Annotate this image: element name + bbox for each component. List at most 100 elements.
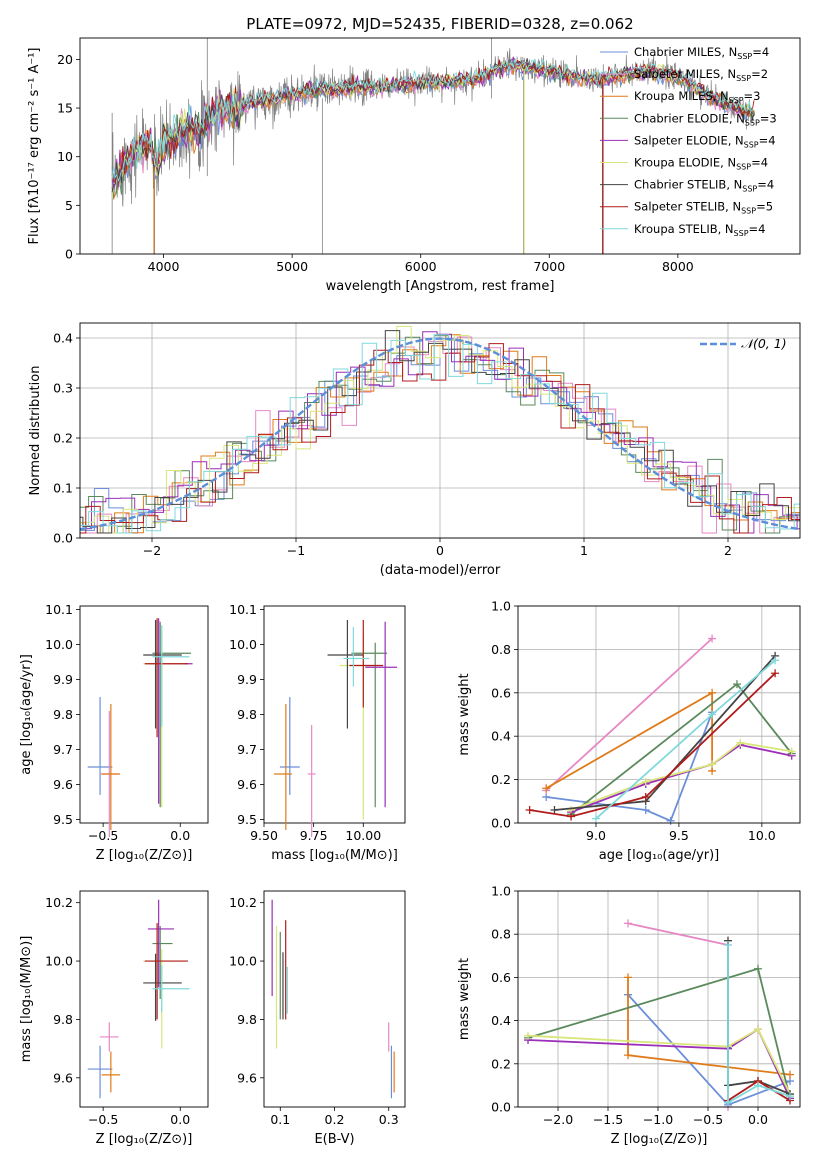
x-tick-label: 0.2 xyxy=(325,1112,345,1127)
histogram-step xyxy=(80,334,800,534)
weight-point-marker xyxy=(591,814,600,823)
axes-frame xyxy=(263,605,406,824)
mass-vs-Z-panel: −0.5 0.0 9.6 9.8 10.0 10.2 Z [log₁₀(Z/Z⊙)] mass… xyxy=(19,890,209,1147)
y-tick-label: 0.1 xyxy=(53,481,73,496)
x-tick-label: −0.5 xyxy=(693,1112,723,1127)
weight-point-marker xyxy=(732,680,741,689)
y-tick-label: 0.2 xyxy=(491,1056,511,1071)
y-tick-label: 10.0 xyxy=(229,954,257,969)
weight-point-marker xyxy=(567,812,576,821)
y-tick-label: 0.6 xyxy=(491,685,511,700)
weight-point-marker xyxy=(754,964,762,973)
weight-series-line xyxy=(627,922,729,1107)
x-tick-label: 7000 xyxy=(533,259,565,274)
legend-entry: Chabrier ELODIE, NSSP=3 xyxy=(634,111,777,127)
weight-point-marker xyxy=(786,1070,794,1079)
weight-point-marker xyxy=(754,1025,762,1034)
x-tick-label: 8000 xyxy=(662,259,694,274)
y-tick-label: 10 xyxy=(57,149,73,164)
y-tick-label: 9.6 xyxy=(53,1070,73,1085)
legend-subscript: SSP xyxy=(741,207,756,216)
y-tick-label: 10.2 xyxy=(229,895,257,910)
weight-point-marker xyxy=(708,688,717,697)
histogram-step xyxy=(80,330,800,534)
weight-point-marker xyxy=(641,805,650,814)
y-axis-label: mass weight xyxy=(457,958,472,1040)
y-tick-label: 10.1 xyxy=(229,602,257,617)
x-tick-label: −1.5 xyxy=(593,1112,623,1127)
x-tick-label: 9.0 xyxy=(586,828,606,843)
residuals-panel: −2 −1 0 1 2 0.0 0.1 0.2 0.3 0.4 (data-model)/error… xyxy=(28,322,801,578)
y-tick-label: 9.8 xyxy=(53,1012,73,1027)
x-axis-label: age [log₁₀(age/yr)] xyxy=(599,848,720,863)
x-axis-label: mass [log₁₀(M/M⊙)] xyxy=(271,848,398,863)
weight-point-marker xyxy=(708,710,717,719)
y-tick-label: 9.5 xyxy=(237,812,257,827)
y-axis-label: mass [log₁₀(M/M⊙)] xyxy=(19,936,34,1063)
y-tick-label: 0.6 xyxy=(491,970,511,985)
y-axis-label: Normed distribution xyxy=(28,366,43,496)
legend-entry: Kroupa STELIB, NSSP=4 xyxy=(634,222,765,238)
weight-point-marker xyxy=(666,816,675,825)
legend-subscript: SSP xyxy=(745,118,760,127)
y-tick-label: 0.0 xyxy=(53,531,73,546)
legend-nssp: =5 xyxy=(756,200,773,214)
model-spectrum-line xyxy=(111,58,755,183)
weight-point-marker xyxy=(708,634,717,643)
weight-series-line xyxy=(727,945,791,1105)
weight-point-marker xyxy=(754,1081,762,1090)
y-tick-label: 0.4 xyxy=(491,729,511,744)
legend-subscript: SSP xyxy=(742,185,757,194)
x-tick-label: 1 xyxy=(580,543,588,558)
weight-point-marker xyxy=(641,777,650,786)
y-tick-label: 0.0 xyxy=(491,1100,511,1115)
spectrum-lines xyxy=(111,38,756,254)
y-tick-label: 10.1 xyxy=(45,602,73,617)
y-axis-label: mass weight xyxy=(457,673,472,755)
y-tick-label: 9.9 xyxy=(237,672,257,687)
weight-series-line xyxy=(554,655,776,811)
legend-subscript: SSP xyxy=(734,229,749,238)
legend-subscript: SSP xyxy=(744,140,759,149)
axes-frame xyxy=(79,890,209,1108)
y-tick-label: 15 xyxy=(57,101,73,116)
y-tick-label: 20 xyxy=(57,52,73,67)
legend-subscript: SSP xyxy=(736,74,751,83)
y-tick-label: 9.6 xyxy=(53,777,73,792)
weight-vs-Z-panel: −2.0 −1.5 −1.0 −0.5 0.0 0.0 0.2 0.4 0.6 0.8 1.0 Z [… xyxy=(457,884,801,1147)
y-tick-label: 0 xyxy=(65,247,73,262)
x-tick-label: −0.5 xyxy=(88,828,118,843)
weight-point-marker xyxy=(771,656,780,665)
x-tick-label: 0.3 xyxy=(379,1112,399,1127)
age-vs-Z-panel: −0.5 0.0 9.5 9.6 9.7 9.8 9.9 10.0 10.1 Z [log₁₀(Z… xyxy=(19,602,209,863)
y-tick-label: 0.2 xyxy=(491,772,511,787)
legend-entry: 𝒩(0, 1) xyxy=(741,336,787,351)
y-tick-label: 9.6 xyxy=(237,1070,257,1085)
x-tick-label: 2 xyxy=(724,543,732,558)
legend-subscript: SSP xyxy=(736,163,751,172)
x-tick-label: −0.5 xyxy=(88,1112,118,1127)
y-axis-label: Flux [fλ10⁻¹⁷ erg cm⁻² s⁻¹ A⁻¹] xyxy=(27,48,42,245)
figure-title: PLATE=0972, MJD=52435, FIBERID=0328, z=0… xyxy=(246,15,633,33)
weight-point-marker xyxy=(542,784,551,793)
weight-series-line xyxy=(527,1027,791,1095)
weight-series-line xyxy=(595,659,776,820)
legend-entry: Chabrier MILES, NSSP=4 xyxy=(634,45,769,61)
x-axis-label: Z [log₁₀(Z/Z⊙)] xyxy=(96,848,193,863)
axes-frame xyxy=(517,890,801,1108)
model-spectrum-line xyxy=(111,59,755,184)
weight-series-line xyxy=(527,1027,791,1099)
legend-nssp: =4 xyxy=(759,133,776,147)
normal-curve xyxy=(80,337,800,531)
x-tick-label: −2 xyxy=(143,543,161,558)
weight-point-marker xyxy=(724,941,732,949)
weight-point-marker xyxy=(736,738,745,747)
y-tick-label: 0.2 xyxy=(53,431,73,446)
legend-nssp: =4 xyxy=(757,178,774,192)
weight-point-marker xyxy=(624,919,632,928)
y-tick-label: 10.0 xyxy=(229,637,257,652)
x-tick-label: 6000 xyxy=(405,259,437,274)
x-tick-label: 5000 xyxy=(276,259,308,274)
legend-nssp: =3 xyxy=(760,111,777,125)
weight-vs-age-panel: 9.0 9.5 10.0 0.0 0.2 0.4 0.6 0.8 1.0 age [log₁₀(a… xyxy=(457,599,801,863)
